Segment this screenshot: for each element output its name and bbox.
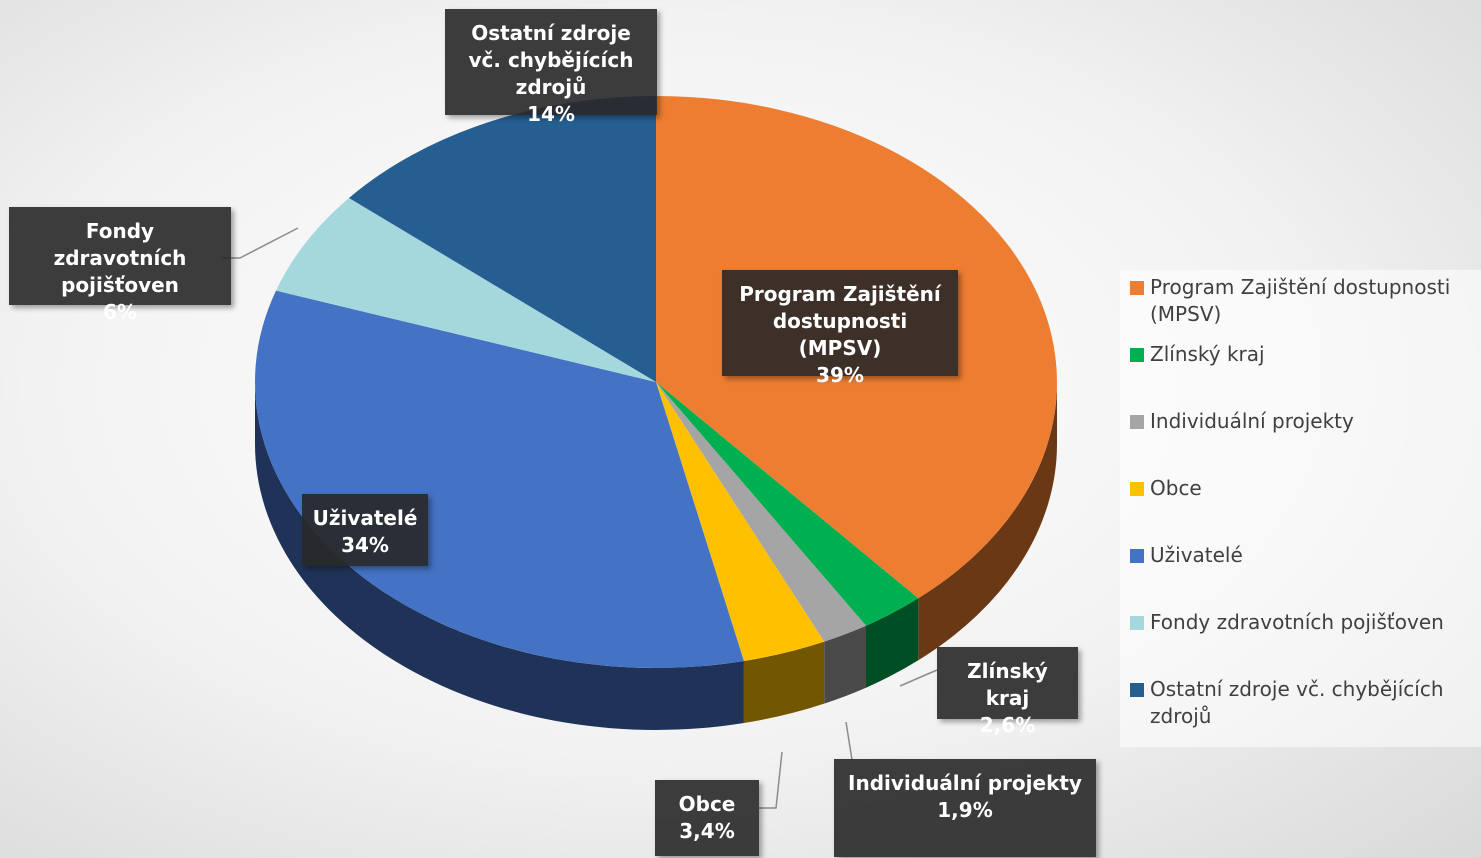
data-label-value: 39%: [816, 363, 864, 387]
legend-swatch: [1130, 281, 1144, 295]
legend: Program Zajištění dostupnosti (MPSV) Zlín…: [1120, 270, 1481, 747]
data-label-value: 2,6%: [979, 713, 1036, 737]
data-label: Obce 3,4%: [655, 780, 759, 856]
data-label-name: Obce: [678, 792, 736, 816]
legend-swatch: [1130, 348, 1144, 362]
slice: [656, 382, 866, 642]
legend-swatch: [1130, 482, 1144, 496]
data-label: Uživatelé 34%: [302, 494, 428, 566]
leader-line: [899, 669, 938, 687]
legend-item: Ostatní zdroje vč. chybějících zdrojů: [1120, 676, 1481, 743]
data-label-name: Program Zajištění dostupnosti (MPSV): [739, 282, 941, 360]
data-label-name: Ostatní zdroje vč. chybějících zdrojů: [468, 21, 634, 99]
legend-swatch: [1130, 616, 1144, 630]
legend-item: Uživatelé: [1120, 542, 1481, 609]
legend-item: Individuální projekty: [1120, 408, 1481, 475]
data-label-name: Zlínský kraj: [967, 659, 1048, 710]
data-label-value: 6%: [103, 300, 137, 324]
leader-line: [222, 227, 299, 259]
slice-side: [743, 641, 825, 723]
data-label-value: 3,4%: [679, 819, 735, 843]
legend-swatch: [1130, 549, 1144, 563]
data-label: Program Zajištění dostupnosti (MPSV) 39%: [722, 270, 958, 387]
data-label-name: Fondy zdravotních pojišťoven: [53, 219, 187, 297]
legend-label: Individuální projekty: [1150, 409, 1354, 433]
legend-swatch: [1130, 415, 1144, 429]
data-label: Zlínský kraj 2,6%: [937, 647, 1078, 737]
data-label-value: 1,9%: [937, 798, 993, 822]
pie-tops: [254, 96, 1057, 668]
legend-label: Fondy zdravotních pojišťoven: [1150, 610, 1444, 634]
slice-side: [255, 382, 744, 730]
legend-label: Zlínský kraj: [1150, 342, 1265, 366]
data-label-value: 14%: [527, 102, 575, 126]
slice: [349, 96, 656, 382]
data-label: Individuální projekty 1,9%: [834, 759, 1096, 857]
legend-item: Zlínský kraj: [1120, 341, 1481, 408]
legend-item: Fondy zdravotních pojišťoven: [1120, 609, 1481, 676]
data-label: Fondy zdravotních pojišťoven 6%: [9, 207, 231, 324]
slice-side: [918, 382, 1057, 661]
legend-item: Program Zajištění dostupnosti (MPSV): [1120, 274, 1481, 341]
pie-sides: [255, 382, 1057, 730]
slice: [656, 382, 919, 626]
legend-label: Program Zajištění dostupnosti (MPSV): [1150, 275, 1451, 326]
data-label: Ostatní zdroje vč. chybějících zdrojů 14%: [445, 9, 657, 126]
data-label-name: Uživatelé: [312, 506, 418, 530]
data-label-name: Individuální projekty: [848, 771, 1082, 795]
leader-line: [845, 721, 853, 761]
slice-side: [824, 625, 866, 704]
legend-label: Ostatní zdroje vč. chybějících zdrojů: [1150, 677, 1444, 728]
legend-item: Obce: [1120, 475, 1481, 542]
legend-label: Obce: [1150, 476, 1202, 500]
slice: [276, 198, 656, 382]
slice: [254, 290, 744, 668]
slice: [656, 382, 825, 661]
slice-side: [866, 598, 919, 688]
legend-label: Uživatelé: [1150, 543, 1243, 567]
legend-swatch: [1130, 683, 1144, 697]
data-label-value: 34%: [341, 533, 389, 557]
leader-line: [759, 751, 783, 809]
